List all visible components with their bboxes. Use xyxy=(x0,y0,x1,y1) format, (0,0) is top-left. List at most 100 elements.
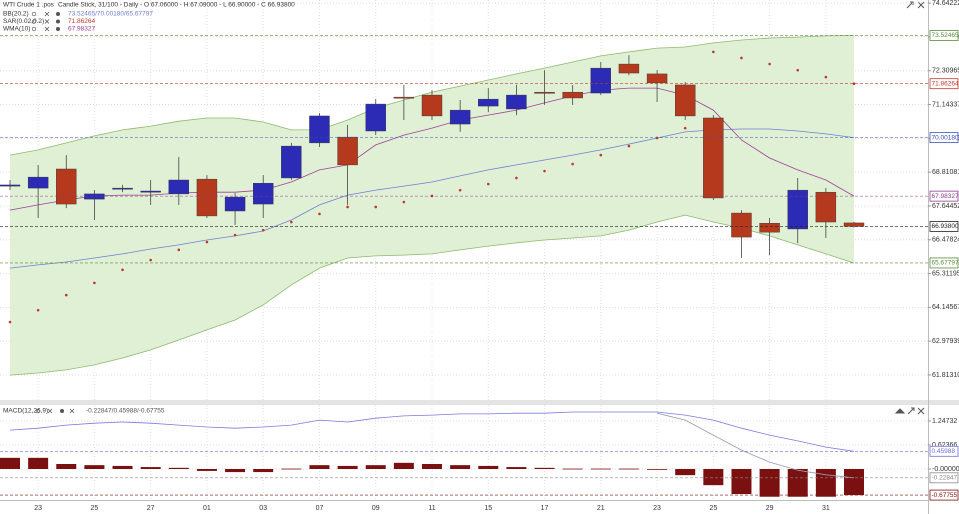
macd-bar xyxy=(365,465,386,470)
candle-body xyxy=(815,191,837,223)
candle-body xyxy=(478,98,499,107)
y-tick-label: 74.64222 xyxy=(932,0,959,7)
legend-settings-icon xyxy=(56,19,60,24)
candle-body xyxy=(449,109,471,125)
macd-bar xyxy=(759,469,780,497)
y-tick-label: 71.14337 xyxy=(932,101,959,108)
price-tag xyxy=(929,445,959,457)
candle-body xyxy=(140,190,161,193)
sar-dot xyxy=(36,308,40,312)
x-tick-label: 27 xyxy=(147,505,155,512)
price-tag xyxy=(929,472,959,484)
y-tick-label: 68.81081 xyxy=(932,169,959,176)
pane-separator xyxy=(0,400,959,405)
x-tick-label: 09 xyxy=(372,505,380,512)
y-tick-label: 64.14567 xyxy=(932,304,959,311)
macd-bar xyxy=(844,469,864,496)
sar-dot xyxy=(121,268,124,272)
macd-bar xyxy=(731,469,752,495)
legend-eye-icon xyxy=(31,11,37,17)
sar-dot xyxy=(712,50,715,54)
x-tick-label: 25 xyxy=(709,505,717,512)
sar-dot xyxy=(318,212,321,216)
macd-bar xyxy=(140,467,161,470)
candle-body xyxy=(84,193,105,200)
legend-close-icon xyxy=(44,26,50,32)
macd-bar xyxy=(281,468,302,470)
macd-bar xyxy=(422,463,442,470)
candle-body xyxy=(27,176,49,189)
bollinger-lower xyxy=(9,214,855,376)
x-tick-label: 23 xyxy=(653,505,661,512)
legend-settings-icon xyxy=(60,409,64,413)
macd-bar xyxy=(647,469,668,470)
y-tick-label: 1.24732 xyxy=(932,418,957,425)
x-tick-label: 29 xyxy=(766,505,774,512)
candle-body xyxy=(787,189,808,230)
x-tick-label: 07 xyxy=(316,505,324,512)
candle-body xyxy=(759,222,780,233)
price-tag xyxy=(929,132,959,144)
x-tick-label: 21 xyxy=(597,505,605,512)
macd-bar xyxy=(562,468,583,470)
macd-bar xyxy=(675,469,696,476)
sar-dot xyxy=(402,200,406,204)
legend-eye-icon xyxy=(35,408,41,414)
price-tag-label: 0.45988 xyxy=(932,448,956,455)
close-icon[interactable] xyxy=(917,407,925,415)
legend-close-icon xyxy=(69,408,75,414)
macd-bar xyxy=(56,463,77,470)
y-tick-label: 66.47824 xyxy=(932,237,959,244)
candle-body xyxy=(281,145,302,179)
legend-text: 73.52465/70.00180/65.67797 xyxy=(68,11,153,18)
candle-body xyxy=(224,196,246,212)
macd-bar xyxy=(534,467,555,470)
candle-body xyxy=(112,187,133,190)
macd-bar xyxy=(0,457,20,470)
sar-dot xyxy=(205,240,209,244)
macd-bar xyxy=(168,467,189,470)
y-tick-label: 65.31195 xyxy=(932,270,959,277)
price-tag-label: 71.86264 xyxy=(932,80,959,87)
price-tag-label: -0.22847 xyxy=(932,475,958,482)
sar-dot xyxy=(655,136,659,140)
legend-text: WTI Crude 1 .pos xyxy=(3,2,55,9)
price-tag xyxy=(929,221,959,232)
legend-eye-icon xyxy=(31,26,37,32)
macd-bar xyxy=(703,469,724,486)
maximize-icon[interactable] xyxy=(907,407,915,415)
candle-body xyxy=(196,178,218,217)
window-icons xyxy=(894,1,925,415)
legend-text: SAR(0.02,0.2) xyxy=(3,18,44,25)
sar-dot xyxy=(290,220,293,224)
price-tag-label: 65.67797 xyxy=(932,260,959,267)
candle-body xyxy=(562,91,583,99)
up-icon[interactable] xyxy=(894,408,906,414)
legend-close-icon xyxy=(47,408,53,414)
candle-body xyxy=(365,103,386,132)
sar-dot xyxy=(768,62,771,66)
y-tick-label: 0.62366 xyxy=(932,442,957,449)
legend-eye-icon xyxy=(31,19,37,24)
price-tag xyxy=(929,190,959,202)
x-tick-label: 23 xyxy=(34,505,42,512)
macd-bar xyxy=(225,469,246,473)
macd-bar xyxy=(815,469,836,497)
y-tick-label: 72.30965 xyxy=(932,68,959,75)
candle-body xyxy=(0,184,21,187)
candle-body xyxy=(421,94,443,117)
candle-body xyxy=(168,179,190,195)
legend-settings-icon xyxy=(56,12,60,16)
price-tag xyxy=(929,78,959,90)
sar-dot xyxy=(796,68,800,72)
candle-body xyxy=(843,222,865,227)
price-tag-label: -0.67755 xyxy=(932,492,958,499)
macd-bar xyxy=(450,465,471,470)
sar-dot xyxy=(8,320,12,324)
legend-text: 71.86264 xyxy=(68,18,95,25)
sar-dot xyxy=(177,248,181,252)
macd-bar xyxy=(478,465,499,470)
macd-bar xyxy=(393,462,414,470)
sar-dot xyxy=(852,82,856,85)
candle-body xyxy=(534,91,555,94)
